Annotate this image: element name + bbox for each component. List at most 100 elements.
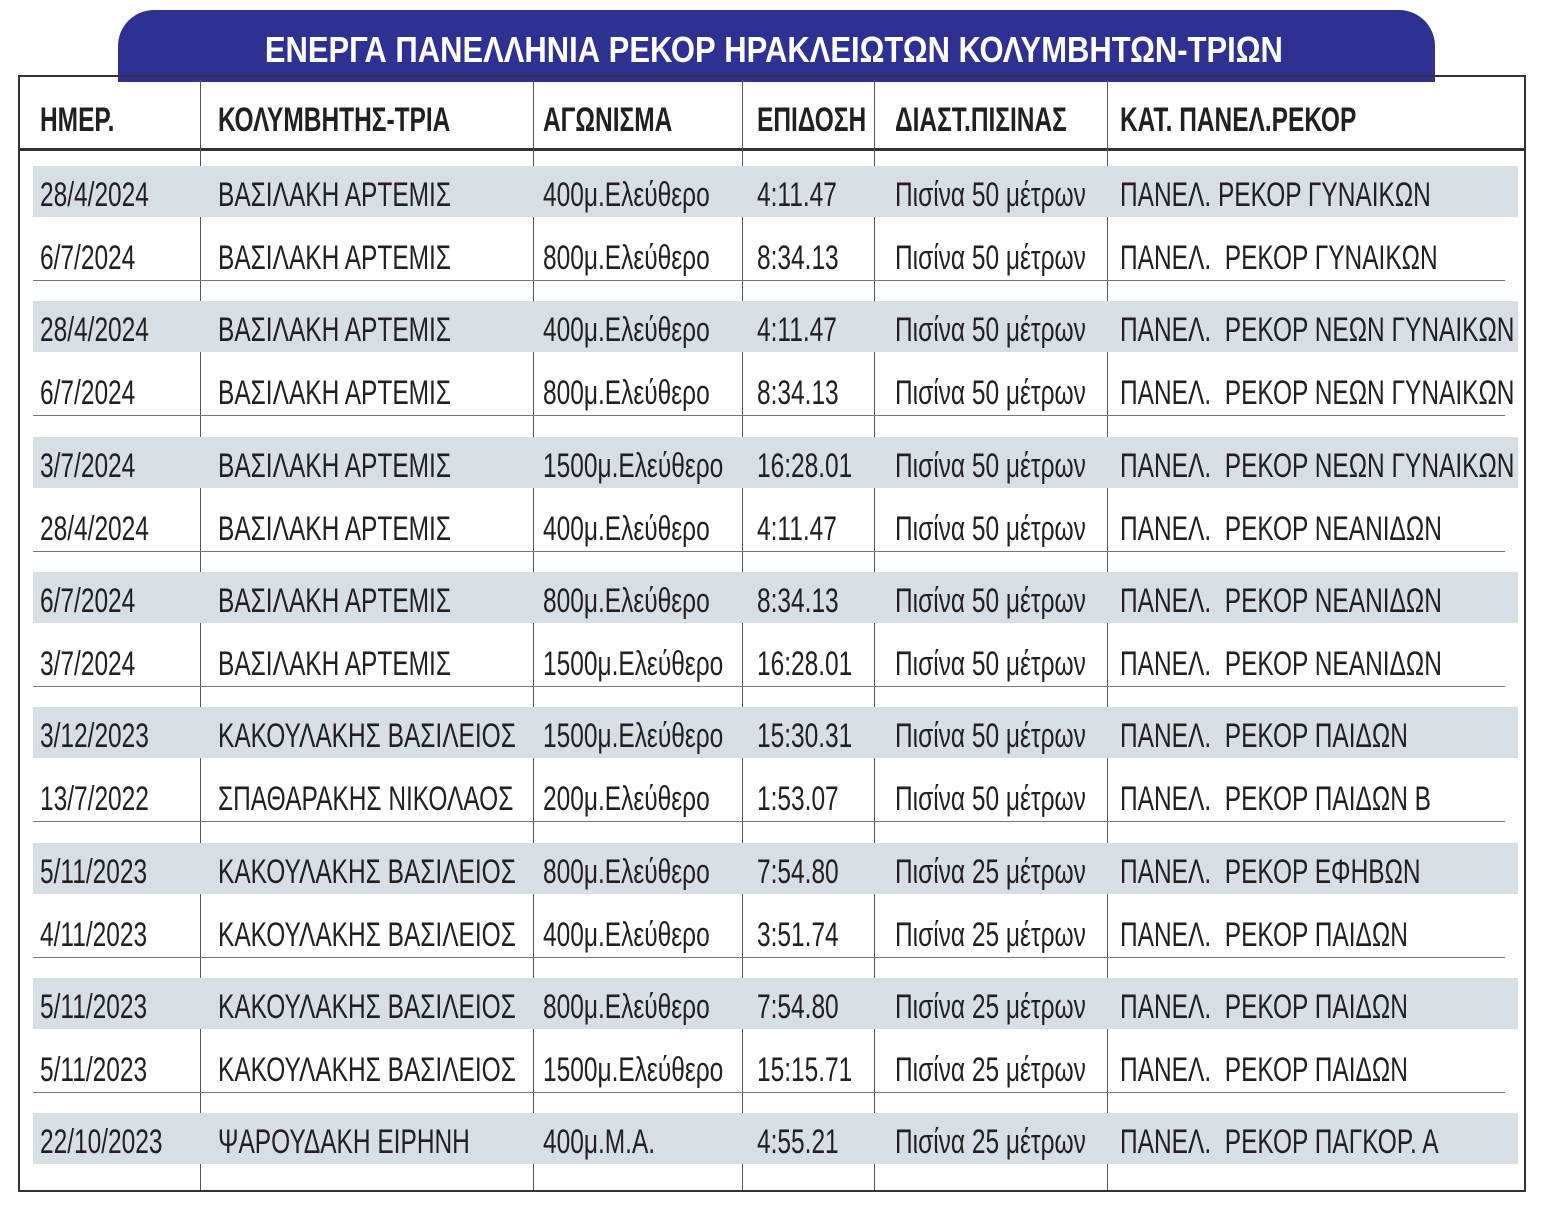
cell: Πισίνα 50 μέτρων <box>895 176 1086 214</box>
header-cell: ΚΑΤ. ΠΑΝΕΛ.ΡΕΚΟΡ <box>1120 101 1357 139</box>
cell: 4:11.47 <box>757 509 837 548</box>
cell: ΒΑΣΙΛΑΚΗ ΑΡΤΕΜΙΣ <box>218 509 451 548</box>
title-text: ΕΝΕΡΓΑ ΠΑΝΕΛΛΗΝΙΑ ΡΕΚΟΡ ΗΡΑΚΛΕΙΩΤΩΝ ΚΟΛΥ… <box>264 29 1283 70</box>
column-divider <box>533 80 534 1190</box>
cell: 16:28.01 <box>757 644 853 683</box>
cell: ΠΑΝΕΛ. ΡΕΚΟΡ ΠΑΙΔΩΝ Β <box>1120 780 1432 819</box>
row-shade <box>33 707 1518 759</box>
row-rule <box>33 280 1505 281</box>
row-rule <box>33 1091 1505 1093</box>
cell: 22/10/2023 <box>40 1123 163 1162</box>
cell: 400μ.Ελεύθερο <box>543 176 710 214</box>
cell: 200μ.Ελεύθερο <box>543 780 710 819</box>
cell: 16:28.01 <box>757 446 853 485</box>
column-divider <box>200 80 201 1190</box>
cell: ΚΑΚΟΥΛΑΚΗΣ ΒΑΣΙΛΕΙΟΣ <box>218 852 516 891</box>
cell: ΠΑΝΕΛ. ΡΕΚΟΡ ΠΑΓΚΟΡ. Α <box>1120 1123 1439 1162</box>
cell: Πισίνα 50 μέτρων <box>895 446 1086 485</box>
row-rule <box>33 956 1505 958</box>
cell: ΠΑΝΕΛ. ΡΕΚΟΡ ΠΑΙΔΩΝ <box>1120 915 1408 954</box>
header-cell: ΑΓΩΝΙΣΜΑ <box>543 101 673 139</box>
cell: 5/11/2023 <box>40 852 148 891</box>
row-shade <box>33 166 1518 217</box>
row-shade <box>33 571 1518 623</box>
cell: ΒΑΣΙΛΑΚΗ ΑΡΤΕΜΙΣ <box>218 176 451 214</box>
cell: ΠΑΝΕΛ. ΡΕΚΟΡ ΓΥΝΑΙΚΩΝ <box>1120 239 1438 277</box>
cell: 7:54.80 <box>757 987 839 1026</box>
cell: ΠΑΝΕΛ. ΡΕΚΟΡ ΓΥΝΑΙΚΩΝ <box>1120 176 1431 214</box>
cell: 3/7/2024 <box>40 446 136 485</box>
cell: 13/7/2022 <box>40 780 149 819</box>
cell: Πισίνα 50 μέτρων <box>895 780 1086 819</box>
cell: ΠΑΝΕΛ. ΡΕΚΟΡ ΝΕΑΝΙΔΩΝ <box>1120 509 1442 548</box>
cell: ΒΑΣΙΛΑΚΗ ΑΡΤΕΜΙΣ <box>218 374 451 413</box>
cell: 28/4/2024 <box>40 311 149 350</box>
cell: 800μ.Ελεύθερο <box>543 987 710 1026</box>
row-shade <box>33 1113 1518 1165</box>
cell: 400μ.Μ.Α. <box>543 1123 656 1162</box>
cell: ΠΑΝΕΛ. ΡΕΚΟΡ ΠΑΙΔΩΝ <box>1120 717 1408 756</box>
cell: ΚΑΚΟΥΛΑΚΗΣ ΒΑΣΙΛΕΙΟΣ <box>218 717 516 756</box>
header-cell: ΔΙΑΣΤ.ΠΙΣΙΝΑΣ <box>895 101 1067 139</box>
cell: 1:53.07 <box>757 780 839 819</box>
cell: 6/7/2024 <box>40 581 136 620</box>
cell: ΠΑΝΕΛ. ΡΕΚΟΡ ΝΕΑΝΙΔΩΝ <box>1120 581 1442 620</box>
cell: 800μ.Ελεύθερο <box>543 374 710 413</box>
column-divider <box>1107 80 1108 1190</box>
cell: ΠΑΝΕΛ. ΡΕΚΟΡ ΕΦΗΒΩΝ <box>1120 852 1421 891</box>
cell: 400μ.Ελεύθερο <box>543 509 710 548</box>
cell: 800μ.Ελεύθερο <box>543 239 710 277</box>
cell: 800μ.Ελεύθερο <box>543 581 710 620</box>
title: ΕΝΕΡΓΑ ΠΑΝΕΛΛΗΝΙΑ ΡΕΚΟΡ ΗΡΑΚΛΕΙΩΤΩΝ ΚΟΛΥ… <box>0 30 1547 70</box>
cell: 3:51.74 <box>757 915 839 954</box>
row-rule <box>33 685 1505 687</box>
header-cell: ΗΜΕΡ. <box>40 101 115 139</box>
cell: ΒΑΣΙΛΑΚΗ ΑΡΤΕΜΙΣ <box>218 644 451 683</box>
header-rule <box>20 148 1526 151</box>
row-shade <box>33 977 1518 1029</box>
cell: 4:11.47 <box>757 311 837 350</box>
cell: 6/7/2024 <box>40 374 136 413</box>
cell: ΠΑΝΕΛ. ΡΕΚΟΡ ΝΕΩΝ ΓΥΝΑΙΚΩΝ <box>1120 311 1515 350</box>
cell: 8:34.13 <box>757 239 839 277</box>
cell: Πισίνα 25 μέτρων <box>895 1050 1086 1089</box>
cell: Πισίνα 50 μέτρων <box>895 581 1086 620</box>
cell: ΣΠΑΘΑΡΑΚΗΣ ΝΙΚΟΛΑΟΣ <box>218 780 514 819</box>
cell: 6/7/2024 <box>40 239 136 277</box>
cell: ΒΑΣΙΛΑΚΗ ΑΡΤΕΜΙΣ <box>218 581 451 620</box>
cell: Πισίνα 50 μέτρων <box>895 311 1086 350</box>
cell: 400μ.Ελεύθερο <box>543 311 710 350</box>
cell: ΒΑΣΙΛΑΚΗ ΑΡΤΕΜΙΣ <box>218 239 451 277</box>
cell: 5/11/2023 <box>40 987 148 1026</box>
cell: Πισίνα 50 μέτρων <box>895 239 1086 277</box>
cell: 28/4/2024 <box>40 176 149 214</box>
cell: 4/11/2023 <box>40 915 148 954</box>
cell: ΠΑΝΕΛ. ΡΕΚΟΡ ΝΕΑΝΙΔΩΝ <box>1120 644 1442 683</box>
cell: 7:54.80 <box>757 852 839 891</box>
cell: ΠΑΝΕΛ. ΡΕΚΟΡ ΝΕΩΝ ΓΥΝΑΙΚΩΝ <box>1120 374 1515 413</box>
row-rule <box>33 821 1505 823</box>
row-shade <box>33 842 1518 894</box>
cell: 1500μ.Ελεύθερο <box>543 1050 724 1089</box>
column-divider <box>742 80 743 1190</box>
cell: Πισίνα 50 μέτρων <box>895 509 1086 548</box>
cell: 15:30.31 <box>757 717 853 756</box>
cell: ΨΑΡΟΥΔΑΚΗ ΕΙΡΗΝΗ <box>218 1123 470 1162</box>
cell: 15:15.71 <box>757 1050 853 1089</box>
table-frame <box>18 75 1526 1192</box>
cell: Πισίνα 50 μέτρων <box>895 644 1086 683</box>
cell: ΠΑΝΕΛ. ΡΕΚΟΡ ΠΑΙΔΩΝ <box>1120 1050 1408 1089</box>
title-banner <box>118 10 1435 82</box>
cell: 4:55.21 <box>757 1123 839 1162</box>
cell: Πισίνα 25 μέτρων <box>895 915 1086 954</box>
cell: Πισίνα 25 μέτρων <box>895 1123 1086 1162</box>
row-rule <box>33 415 1505 417</box>
cell: 8:34.13 <box>757 581 839 620</box>
cell: ΒΑΣΙΛΑΚΗ ΑΡΤΕΜΙΣ <box>218 446 451 485</box>
cell: 4:11.47 <box>757 176 837 214</box>
cell: ΒΑΣΙΛΑΚΗ ΑΡΤΕΜΙΣ <box>218 311 451 350</box>
cell: 3/7/2024 <box>40 644 136 683</box>
cell: 8:34.13 <box>757 374 839 413</box>
cell: 400μ.Ελεύθερο <box>543 915 710 954</box>
